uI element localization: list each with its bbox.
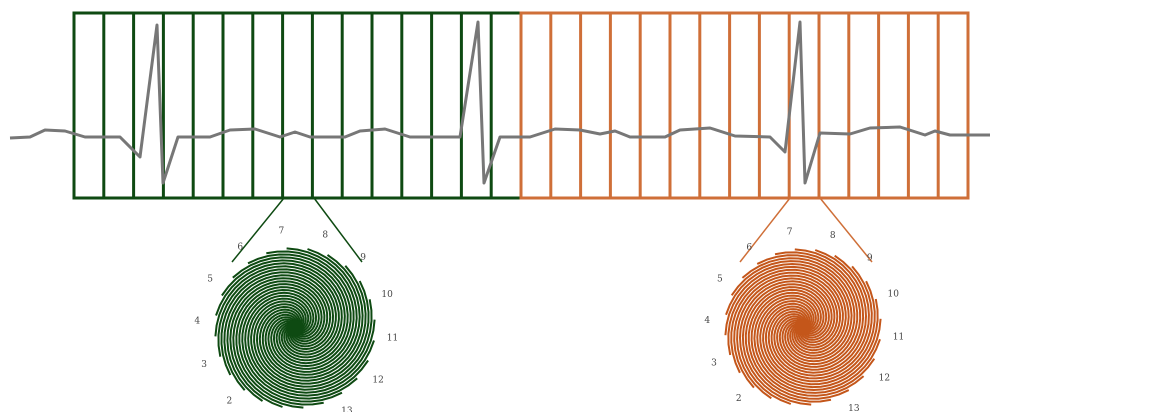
spiral-label: 8 [830, 231, 836, 241]
spiral-label: 13 [341, 407, 353, 412]
spiral-label: 3 [201, 360, 207, 370]
spiral-label: 10 [381, 290, 393, 300]
spiral-label: 3 [711, 359, 717, 369]
spiral-label: 5 [207, 275, 213, 285]
window-frame [521, 13, 968, 198]
spiral-label: 12 [879, 373, 890, 383]
spiral-label: 12 [372, 375, 383, 385]
window [74, 13, 521, 198]
spiral-label: 7 [787, 227, 793, 237]
spiral-label: 8 [322, 230, 328, 240]
zoom-line [820, 198, 872, 262]
spiral-label: 10 [887, 290, 899, 300]
spiral-core [795, 319, 811, 335]
spiral-core [287, 320, 303, 336]
ecg-trace [10, 22, 990, 183]
spiral-label: 11 [387, 334, 398, 344]
spiral-label: 2 [736, 394, 742, 404]
spirals: 234567891011121312345678910111213 [194, 227, 904, 412]
diagram: 234567891011121312345678910111213 [0, 0, 1151, 412]
zoom-line [314, 198, 362, 262]
spiral-label: 9 [360, 253, 366, 263]
window-frame [74, 13, 521, 198]
spiral-label: 4 [194, 317, 200, 327]
spiral-label: 9 [867, 253, 873, 263]
spiral-label: 7 [279, 227, 285, 237]
window-grid [74, 13, 1151, 198]
window [968, 13, 1151, 198]
spiral-label: 11 [893, 333, 904, 343]
spiral-label: 13 [848, 404, 860, 412]
spiral-label: 2 [227, 396, 233, 406]
spiral-label: 6 [237, 242, 243, 252]
window [521, 13, 968, 198]
spiral-label: 5 [717, 275, 723, 285]
spiral-label: 4 [704, 316, 710, 326]
spiral-label: 6 [746, 243, 752, 253]
